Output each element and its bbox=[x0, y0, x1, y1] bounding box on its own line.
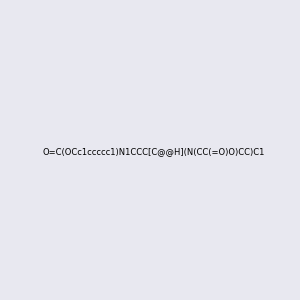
Text: O=C(OCc1ccccc1)N1CCC[C@@H](N(CC(=O)O)CC)C1: O=C(OCc1ccccc1)N1CCC[C@@H](N(CC(=O)O)CC)… bbox=[43, 147, 265, 156]
